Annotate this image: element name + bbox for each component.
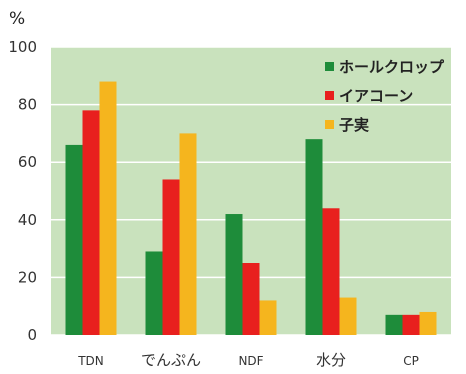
x-tick-label: CP: [403, 354, 419, 368]
y-tick-label: 0: [27, 326, 37, 344]
bar-grain-3: [339, 297, 357, 335]
legend-swatch: [325, 62, 334, 71]
bar-ear-corn-4: [402, 314, 420, 335]
bar-grain-4: [419, 311, 437, 335]
bar-ear-corn-1: [162, 179, 180, 335]
x-tick-label: 水分: [316, 351, 346, 369]
legend-swatch: [325, 91, 334, 100]
bar-whole-crop-1: [145, 251, 163, 335]
legend-swatch: [325, 120, 334, 129]
bar-ear-corn-3: [322, 208, 340, 335]
legend-label: イアコーン: [339, 87, 413, 105]
y-tick-label: 60: [18, 153, 37, 171]
x-tick-label: でんぷん: [141, 351, 201, 369]
y-tick-label: 100: [8, 38, 37, 56]
legend-label: ホールクロップ: [339, 58, 445, 76]
bar-grain-2: [259, 300, 277, 335]
y-tick-label: 40: [18, 211, 37, 229]
y-tick-label: 80: [18, 96, 37, 114]
bar-whole-crop-3: [305, 139, 323, 335]
bar-ear-corn-0: [82, 110, 100, 335]
legend-label: 子実: [339, 116, 369, 134]
bar-whole-crop-2: [225, 214, 243, 335]
x-tick-label: TDN: [77, 354, 104, 368]
x-axis-ticks: TDN でんぷん NDF 水分 CP: [77, 351, 419, 369]
bar-grain-0: [99, 81, 117, 335]
y-axis-unit-label: %: [9, 9, 25, 29]
bars: [65, 81, 437, 335]
bar-ear-corn-2: [242, 263, 260, 335]
bar-grain-1: [179, 133, 197, 335]
x-tick-label: NDF: [238, 354, 263, 368]
bar-whole-crop-4: [385, 314, 403, 335]
bar-whole-crop-0: [65, 144, 83, 335]
y-axis-ticks: 0 20 40 60 80 100: [8, 38, 37, 344]
y-tick-label: 20: [18, 268, 37, 286]
